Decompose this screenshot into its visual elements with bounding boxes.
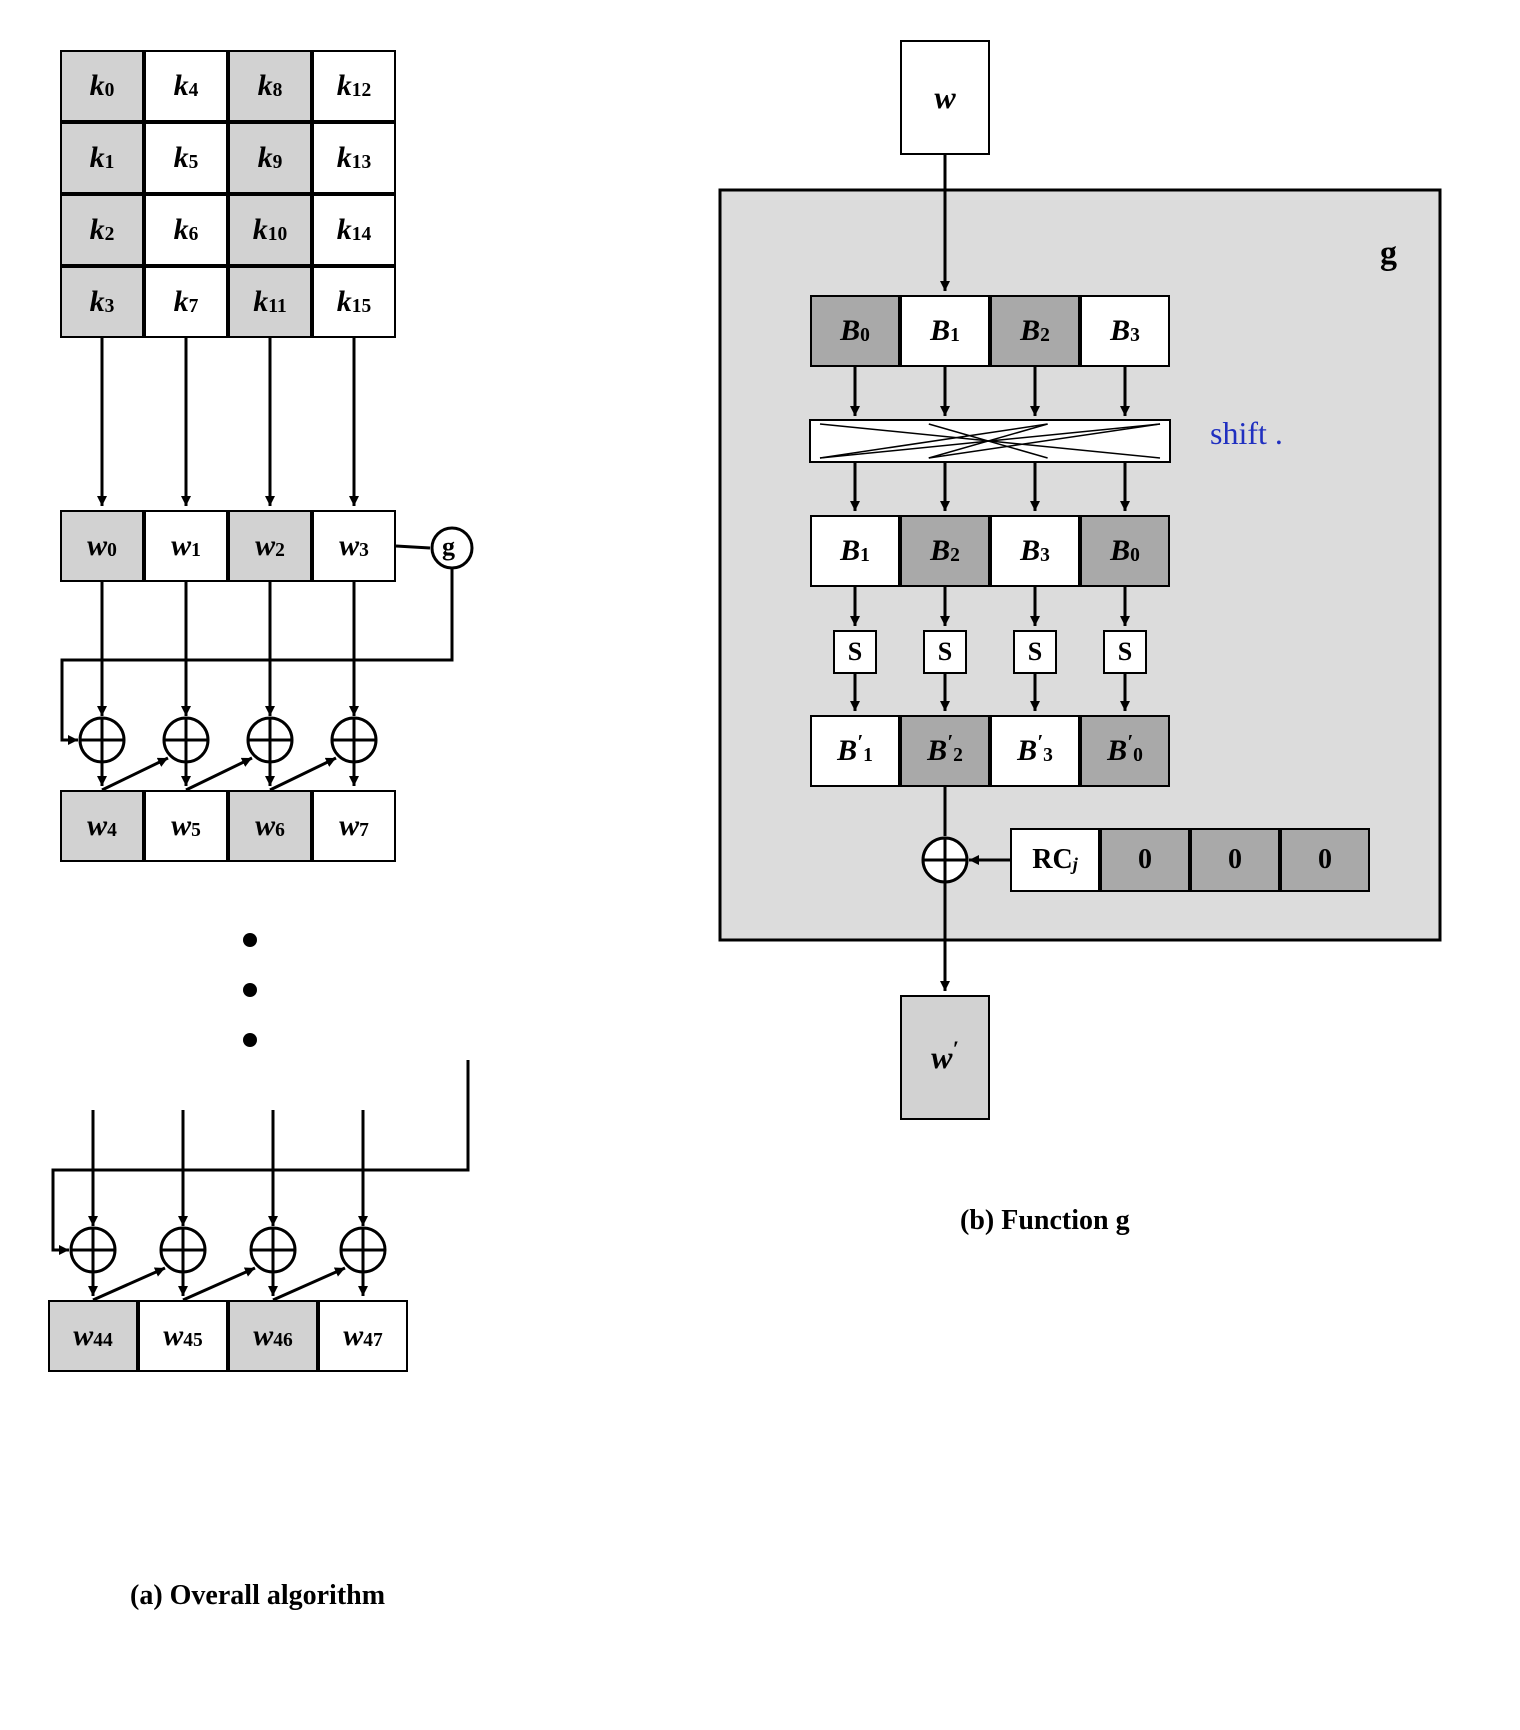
- w-row4-cell: w4: [60, 790, 144, 862]
- w-input-box: w: [900, 40, 990, 155]
- b-shift-cell: B3: [990, 515, 1080, 587]
- w-row4-cell: w6: [228, 790, 312, 862]
- w-row0-cell: w0: [60, 510, 144, 582]
- shift-handwriting: shift .: [1210, 415, 1283, 452]
- w-row44-cell: w45: [138, 1300, 228, 1372]
- key-cell: k3: [60, 266, 144, 338]
- key-cell: k12: [312, 50, 396, 122]
- key-cell: k9: [228, 122, 312, 194]
- s-box: S: [833, 630, 877, 674]
- b-shift-cell: B2: [900, 515, 990, 587]
- s-box: S: [1103, 630, 1147, 674]
- w-row4-cell: w7: [312, 790, 396, 862]
- w-row0-cell: w1: [144, 510, 228, 582]
- b-shift-cell: B1: [810, 515, 900, 587]
- key-cell: k15: [312, 266, 396, 338]
- w-row0-cell: w3: [312, 510, 396, 582]
- key-cell: k1: [60, 122, 144, 194]
- b-in-cell: B2: [990, 295, 1080, 367]
- b-prime-cell: B′0: [1080, 715, 1170, 787]
- key-cell: k13: [312, 122, 396, 194]
- g-circle-label: g: [442, 532, 455, 562]
- s-box: S: [1013, 630, 1057, 674]
- w-row44-cell: w46: [228, 1300, 318, 1372]
- rc-cell: 0: [1280, 828, 1370, 892]
- diagram-canvas: k0k4k8k12k1k5k9k13k2k6k10k14k3k7k11k15w0…: [20, 20, 1520, 1710]
- b-prime-cell: B′3: [990, 715, 1080, 787]
- b-shift-cell: B0: [1080, 515, 1170, 587]
- b-in-cell: B0: [810, 295, 900, 367]
- s-box: S: [923, 630, 967, 674]
- g-box-label: g: [1380, 235, 1397, 273]
- rc-cell: RCj: [1010, 828, 1100, 892]
- key-cell: k7: [144, 266, 228, 338]
- key-cell: k11: [228, 266, 312, 338]
- b-prime-cell: B′2: [900, 715, 990, 787]
- key-cell: k6: [144, 194, 228, 266]
- b-in-cell: B1: [900, 295, 990, 367]
- key-cell: k2: [60, 194, 144, 266]
- key-cell: k14: [312, 194, 396, 266]
- key-cell: k8: [228, 50, 312, 122]
- w-row4-cell: w5: [144, 790, 228, 862]
- w-row0-cell: w2: [228, 510, 312, 582]
- b-in-cell: B3: [1080, 295, 1170, 367]
- w-row44-cell: w44: [48, 1300, 138, 1372]
- key-cell: k0: [60, 50, 144, 122]
- b-prime-cell: B′1: [810, 715, 900, 787]
- key-cell: k10: [228, 194, 312, 266]
- w-row44-cell: w47: [318, 1300, 408, 1372]
- key-cell: k4: [144, 50, 228, 122]
- rc-cell: 0: [1190, 828, 1280, 892]
- rc-cell: 0: [1100, 828, 1190, 892]
- caption-b: (b) Function g: [960, 1205, 1130, 1237]
- caption-a: (a) Overall algorithm: [130, 1580, 385, 1612]
- w-prime-box: w′: [900, 995, 990, 1120]
- key-cell: k5: [144, 122, 228, 194]
